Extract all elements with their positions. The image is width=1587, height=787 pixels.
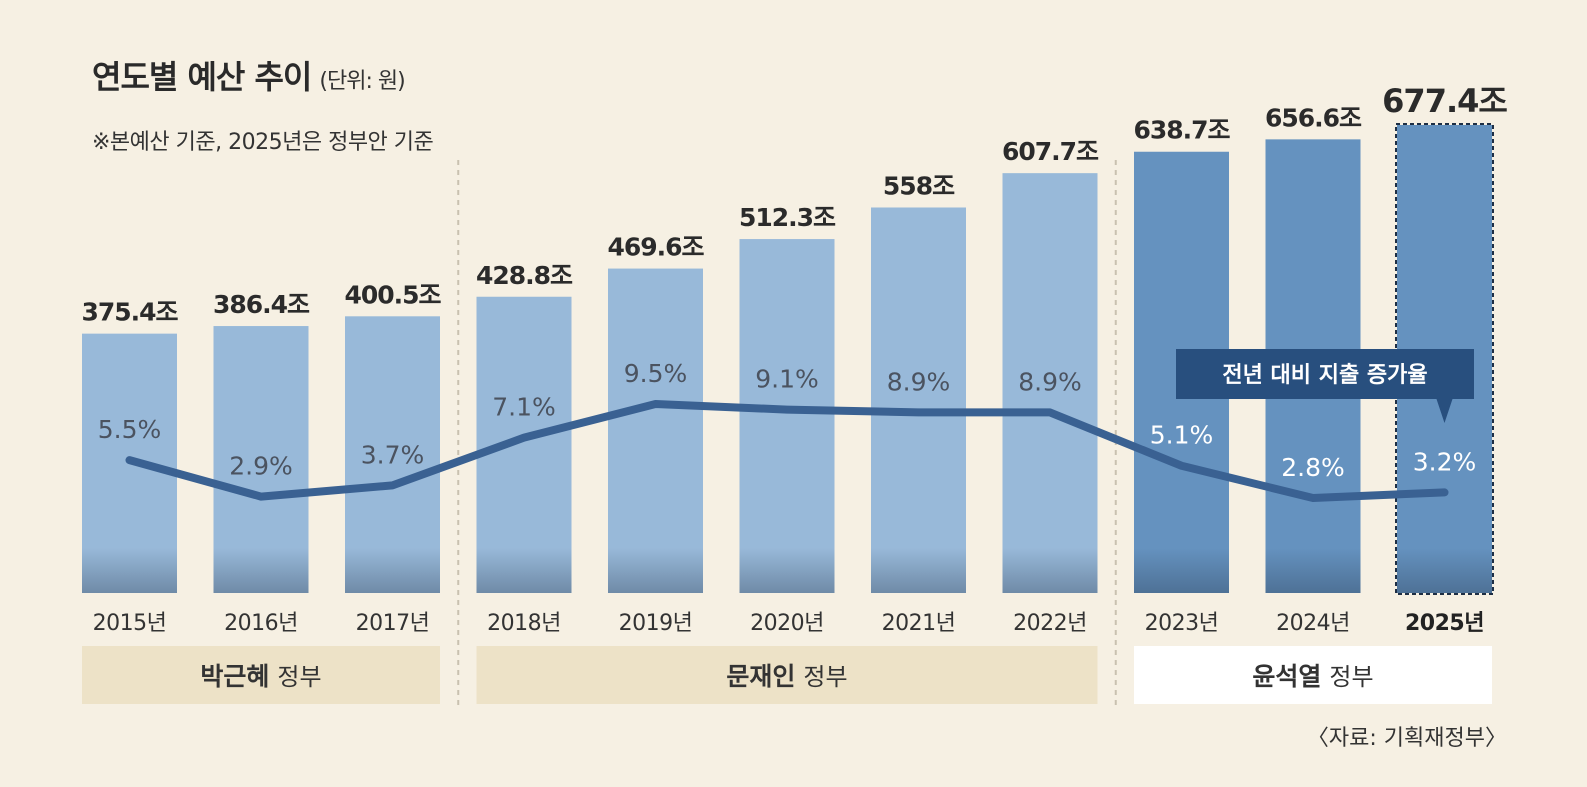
growth-rate-label: 2.9%: [229, 452, 293, 481]
growth-rate-label: 5.1%: [1150, 421, 1214, 450]
unit-label: (단위: 원): [319, 69, 405, 94]
x-tick-label: 2015년: [93, 611, 167, 636]
bar-2021년: [871, 207, 966, 593]
source-label: 〈자료: 기획재정부〉: [1306, 726, 1507, 751]
growth-rate-label: 5.5%: [98, 415, 162, 444]
growth-rate-label: 8.9%: [1018, 367, 1082, 396]
bar-value-label: 558조: [883, 171, 955, 200]
government-suffix: 정부: [1329, 663, 1373, 691]
growth-rate-label: 3.7%: [361, 440, 425, 469]
bar-value-label: 607.7조: [1002, 137, 1099, 166]
government-band: [1134, 646, 1492, 704]
bar-value-label: 677.4조: [1382, 82, 1507, 120]
bar-value-label: 656.6조: [1265, 103, 1362, 132]
bar-value-label: 469.6조: [607, 233, 704, 262]
bar-2017년: [345, 316, 440, 593]
x-tick-label: 2018년: [487, 611, 561, 636]
x-tick-label: 2019년: [619, 611, 693, 636]
x-tick-label: 2025년: [1405, 611, 1484, 636]
growth-rate-label: 2.8%: [1281, 453, 1345, 482]
line-legend-label: 전년 대비 지출 증가율: [1222, 363, 1427, 388]
government-name: 문재인: [726, 662, 795, 691]
bar-shade: [82, 548, 177, 593]
bar-shade: [345, 548, 440, 593]
bar-shade: [608, 548, 703, 593]
x-tick-label: 2023년: [1145, 611, 1219, 636]
chart-title: 연도별 예산 추이 (단위: 원): [92, 58, 406, 96]
bar-shade: [213, 548, 309, 593]
government-label: 문재인 정부: [726, 662, 847, 691]
government-name: 박근혜: [200, 662, 269, 691]
bar-shade: [1265, 548, 1361, 593]
government-suffix: 정부: [803, 663, 847, 691]
growth-rate-label: 3.2%: [1413, 447, 1477, 476]
bar-value-label: 375.4조: [81, 298, 178, 327]
government-label: 박근혜 정부: [200, 662, 321, 691]
bar-value-label: 386.4조: [213, 290, 310, 319]
x-tick-label: 2021년: [882, 611, 956, 636]
x-tick-label: 2022년: [1013, 611, 1087, 636]
bar-value-label: 400.5조: [344, 280, 441, 309]
x-tick-label: 2024년: [1276, 611, 1350, 636]
bar-shade: [871, 548, 966, 593]
bar-shade: [1397, 548, 1492, 593]
government-band: [476, 646, 1098, 704]
x-tick-label: 2016년: [224, 611, 298, 636]
bar-shade: [476, 548, 572, 593]
growth-rate-label: 9.1%: [755, 365, 819, 394]
bar-shade: [1002, 548, 1098, 593]
x-tick-label: 2020년: [750, 611, 824, 636]
x-tick-label: 2017년: [356, 611, 430, 636]
chart-note: ※본예산 기준, 2025년은 정부안 기준: [92, 130, 434, 155]
bar-value-label: 512.3조: [739, 203, 836, 232]
bar-shade: [1134, 548, 1229, 593]
line-legend-box: [1176, 349, 1474, 399]
bar-value-label: 638.7조: [1133, 116, 1230, 145]
government-suffix: 정부: [277, 663, 321, 691]
growth-rate-label: 9.5%: [624, 359, 688, 388]
bar-value-label: 428.8조: [476, 261, 573, 290]
bar-2018년: [476, 296, 572, 593]
bar-2022년: [1002, 173, 1098, 593]
bar-2019년: [608, 268, 703, 593]
government-band: [82, 646, 440, 704]
growth-rate-line: [125, 400, 1449, 502]
growth-rate-label: 7.1%: [492, 393, 556, 422]
government-name: 윤석열: [1252, 662, 1321, 691]
bar-shade: [739, 548, 835, 593]
bar-2020년: [739, 239, 835, 593]
line-legend-pointer: [1436, 399, 1453, 423]
growth-rate-label: 8.9%: [887, 367, 951, 396]
government-label: 윤석열 정부: [1252, 662, 1373, 691]
